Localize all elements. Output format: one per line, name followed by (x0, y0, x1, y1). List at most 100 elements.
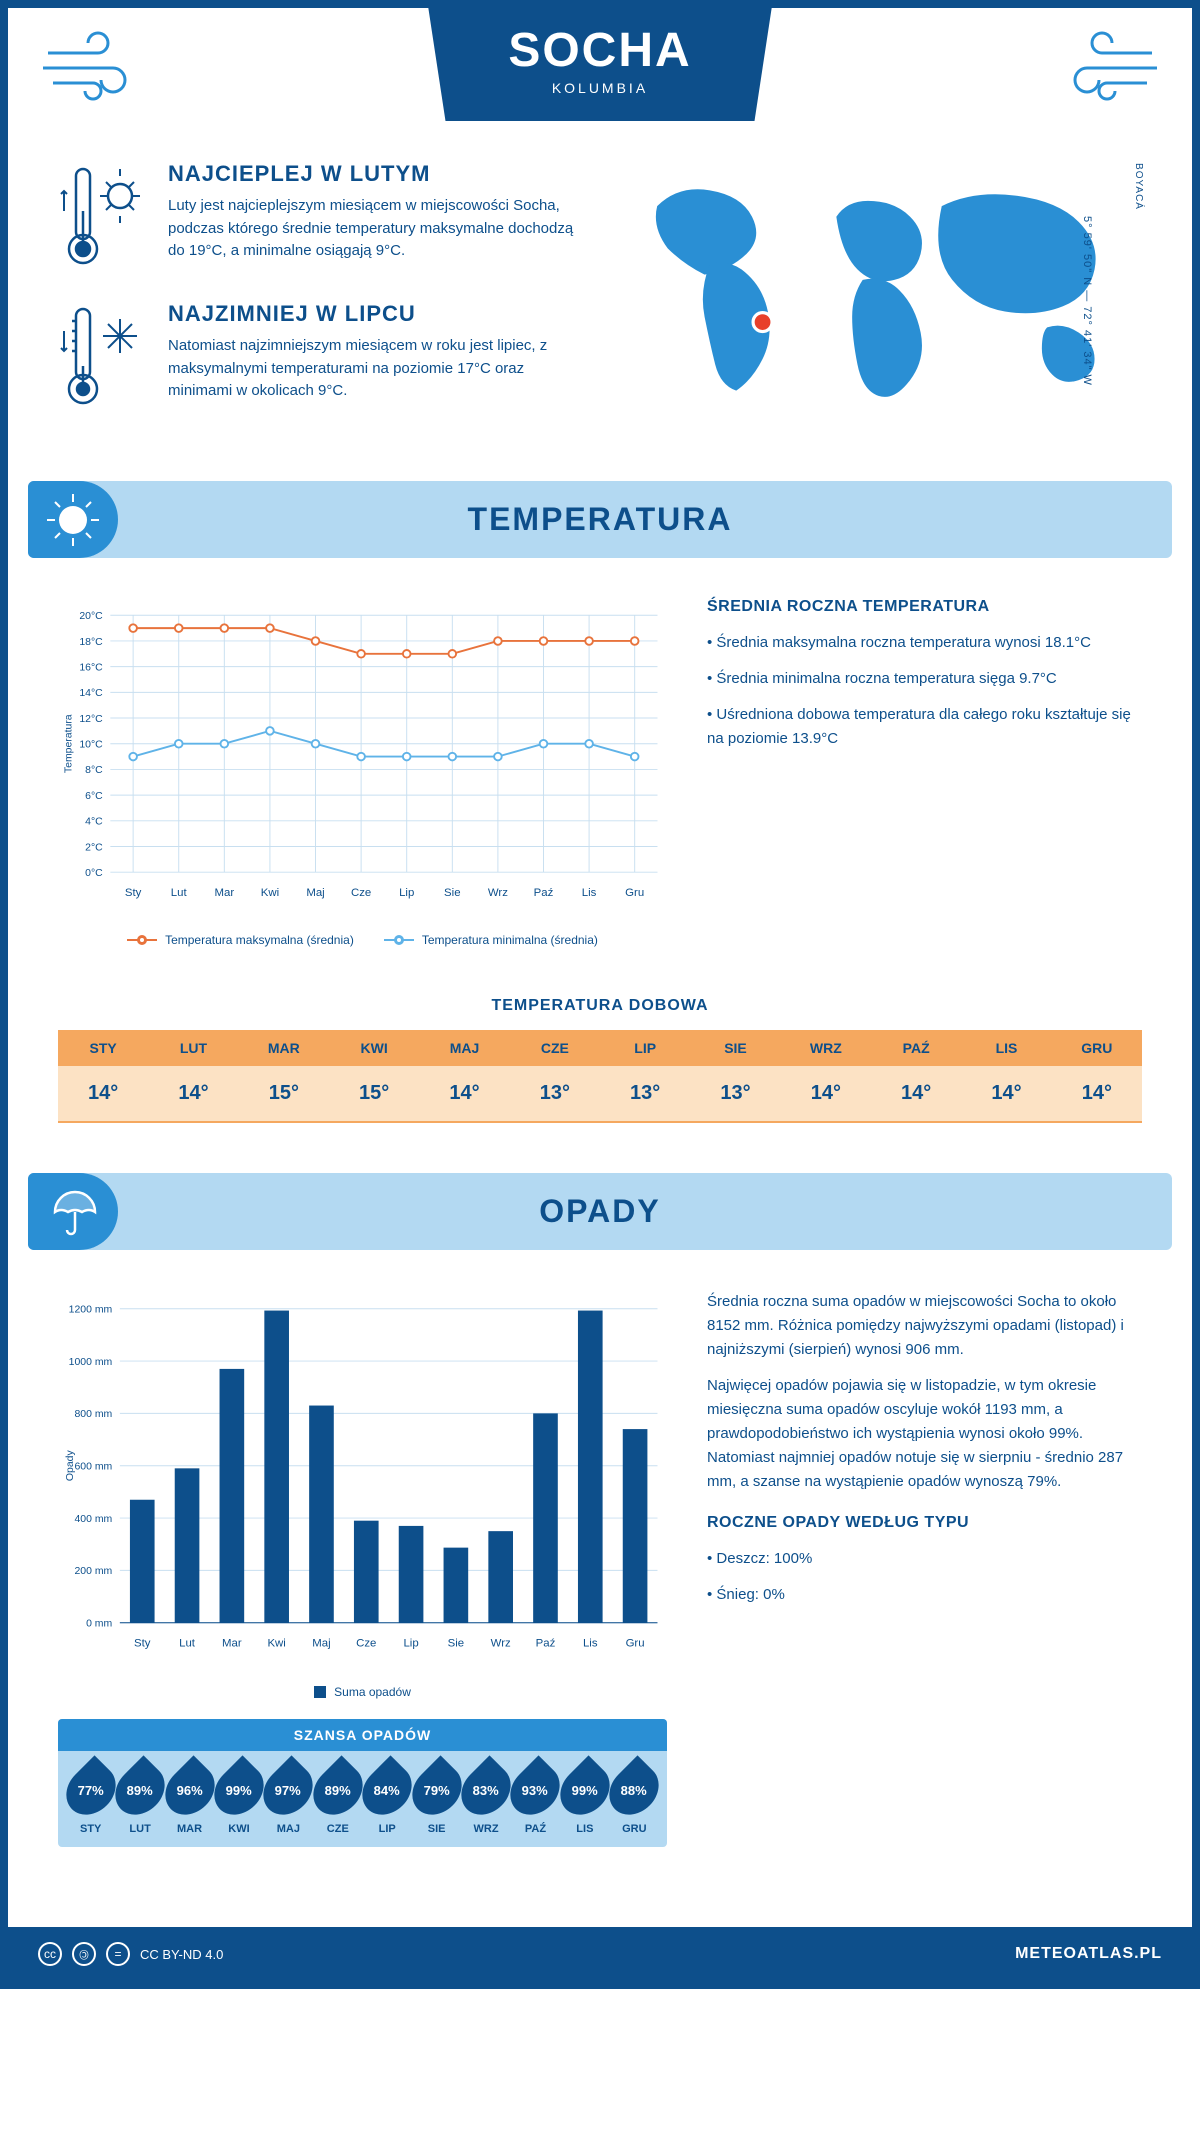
svg-text:Sty: Sty (134, 1638, 151, 1650)
svg-text:Temperatura: Temperatura (63, 714, 74, 773)
chance-month: LUT (115, 1823, 164, 1835)
svg-text:Opady: Opady (65, 1450, 76, 1482)
precip-chance-box: SZANSA OPADÓW 77%STY89%LUT96%MAR99%KWI97… (58, 1719, 667, 1847)
footer: cc 🄯 = CC BY-ND 4.0 METEOATLAS.PL (8, 1927, 1192, 1981)
wind-icon-right (1042, 28, 1162, 108)
svg-text:Gru: Gru (625, 887, 644, 899)
daily-month-value: 14° (148, 1066, 238, 1123)
coldest-title: NAJZIMNIEJ W LIPCU (168, 301, 585, 327)
precip-info-text: Średnia roczna suma opadów w miejscowośc… (707, 1290, 1142, 1494)
svg-text:4°C: 4°C (85, 817, 103, 828)
coordinates-label: 5° 59' 50" N — 72° 41' 34" W (1081, 216, 1093, 386)
daily-temp-title: TEMPERATURA DOBOWA (8, 997, 1192, 1015)
precipitation-legend: Suma opadów (58, 1685, 667, 1699)
chance-cell: 89%LUT (115, 1763, 164, 1835)
chance-month: SIE (412, 1823, 461, 1835)
svg-text:14°C: 14°C (79, 688, 103, 699)
svg-text:Paź: Paź (534, 887, 554, 899)
daily-month-value: 14° (1052, 1066, 1142, 1123)
chance-month: CZE (313, 1823, 362, 1835)
svg-text:Maj: Maj (312, 1638, 330, 1650)
daily-month-header: MAR (239, 1030, 329, 1066)
chance-month: MAJ (264, 1823, 313, 1835)
precip-type-bullet: Deszcz: 100% (707, 1547, 1142, 1571)
title-banner: SOCHA KOLUMBIA (428, 8, 771, 121)
location-country: KOLUMBIA (508, 80, 691, 96)
daily-month-value: 13° (600, 1066, 690, 1123)
legend-label-precip: Suma opadów (334, 1685, 411, 1699)
daily-month-header: STY (58, 1030, 148, 1066)
daily-month-value: 13° (690, 1066, 780, 1123)
legend-swatch-max (127, 939, 157, 941)
daily-month-header: LUT (148, 1030, 238, 1066)
chance-month: LIP (363, 1823, 412, 1835)
svg-text:0°C: 0°C (85, 868, 103, 879)
coldest-text: Natomiast najzimniejszym miesiącem w rok… (168, 335, 585, 403)
precipitation-chart-section: 0 mm200 mm400 mm600 mm800 mm1000 mm1200 … (8, 1250, 1192, 1887)
legend-label-min: Temperatura minimalna (średnia) (422, 933, 598, 947)
svg-text:1200 mm: 1200 mm (69, 1305, 113, 1316)
daily-month-value: 14° (961, 1066, 1051, 1123)
daily-month-value: 14° (58, 1066, 148, 1123)
svg-text:Lis: Lis (583, 1638, 598, 1650)
wind-icon-left (38, 28, 158, 108)
by-icon: 🄯 (72, 1942, 96, 1966)
temperature-chart-section: 0°C2°C4°C6°C8°C10°C12°C14°C16°C18°C20°CS… (8, 558, 1192, 987)
site-name: METEOATLAS.PL (1015, 1945, 1162, 1963)
svg-text:1000 mm: 1000 mm (69, 1357, 113, 1368)
precip-type-heading: ROCZNE OPADY WEDŁUG TYPU (707, 1514, 1142, 1532)
warmest-fact: NAJCIEPLEJ W LUTYM Luty jest najcieplejs… (58, 161, 585, 271)
world-map (615, 164, 1142, 438)
region-label: BOYACÁ (1133, 163, 1144, 210)
chance-month: KWI (214, 1823, 263, 1835)
daily-month-value: 14° (871, 1066, 961, 1123)
chance-month: PAŹ (511, 1823, 560, 1835)
temperature-legend: Temperatura maksymalna (średnia) Tempera… (58, 933, 667, 947)
precipitation-title: OPADY (28, 1193, 1172, 1230)
svg-text:Sty: Sty (125, 887, 142, 899)
legend-swatch-precip (314, 1686, 326, 1698)
temp-bullet: Uśredniona dobowa temperatura dla całego… (707, 703, 1142, 751)
svg-text:18°C: 18°C (79, 637, 103, 648)
svg-text:10°C: 10°C (79, 740, 103, 751)
daily-month-header: CZE (510, 1030, 600, 1066)
svg-text:Maj: Maj (306, 887, 324, 899)
warmest-title: NAJCIEPLEJ W LUTYM (168, 161, 585, 187)
chance-cell: 79%SIE (412, 1763, 461, 1835)
precip-type-bullet: Śnieg: 0% (707, 1583, 1142, 1607)
thermometer-sun-icon (58, 161, 148, 271)
precip-chance-row: 77%STY89%LUT96%MAR99%KWI97%MAJ89%CZE84%L… (58, 1751, 667, 1847)
svg-text:800 mm: 800 mm (74, 1409, 112, 1420)
svg-text:16°C: 16°C (79, 662, 103, 673)
daily-month-header: GRU (1052, 1030, 1142, 1066)
umbrella-icon (28, 1173, 118, 1250)
drop-icon: 88% (600, 1755, 667, 1824)
chance-cell: 89%CZE (313, 1763, 362, 1835)
svg-text:Gru: Gru (626, 1638, 645, 1650)
daily-month-header: SIE (690, 1030, 780, 1066)
svg-text:8°C: 8°C (85, 765, 103, 776)
cc-icon: cc (38, 1942, 62, 1966)
daily-month-header: PAŹ (871, 1030, 961, 1066)
daily-month-value: 14° (781, 1066, 871, 1123)
chance-month: MAR (165, 1823, 214, 1835)
temperature-title: TEMPERATURA (28, 501, 1172, 538)
svg-text:Sie: Sie (444, 887, 461, 899)
svg-text:Kwi: Kwi (267, 1638, 285, 1650)
chance-cell: 99%LIS (560, 1763, 609, 1835)
daily-month-header: MAJ (419, 1030, 509, 1066)
chance-cell: 84%LIP (363, 1763, 412, 1835)
chance-cell: 96%MAR (165, 1763, 214, 1835)
daily-month-header: LIP (600, 1030, 690, 1066)
header: SOCHA KOLUMBIA (8, 8, 1192, 151)
temp-bullet: Średnia maksymalna roczna temperatura wy… (707, 631, 1142, 655)
svg-text:Kwi: Kwi (261, 887, 279, 899)
svg-text:Sie: Sie (448, 1638, 465, 1650)
location-title: SOCHA (508, 23, 691, 78)
daily-month-value: 15° (329, 1066, 419, 1123)
svg-text:Wrz: Wrz (488, 887, 508, 899)
chance-month: GRU (610, 1823, 659, 1835)
chance-month: LIS (560, 1823, 609, 1835)
svg-text:2°C: 2°C (85, 842, 103, 853)
svg-text:0 mm: 0 mm (86, 1619, 112, 1630)
